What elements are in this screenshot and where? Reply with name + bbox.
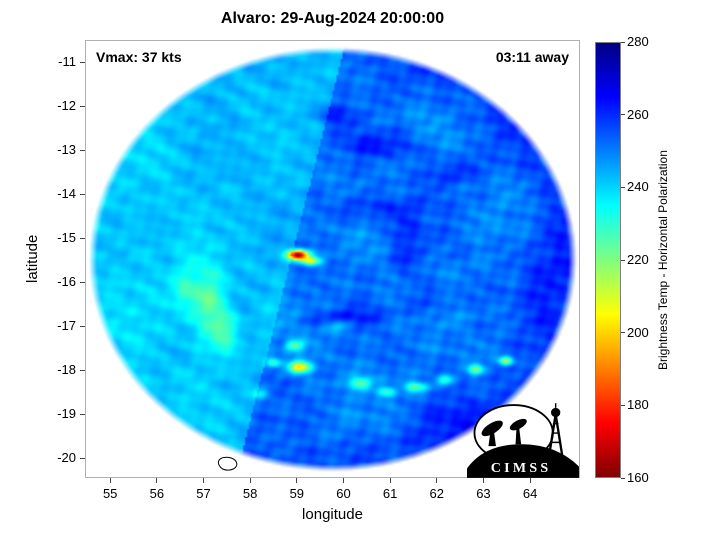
colorbar-tick-mark	[621, 114, 625, 116]
x-tick-label: 60	[336, 486, 351, 501]
x-tick-mark	[156, 478, 158, 483]
x-tick-label: 57	[196, 486, 211, 501]
y-tick-label: -11	[58, 54, 76, 69]
x-tick-mark	[203, 478, 204, 483]
x-tick-label: 58	[242, 486, 258, 501]
y-tick-label: -12	[57, 98, 76, 114]
x-tick-label: 56	[149, 486, 165, 501]
x-tick-label: 64	[522, 486, 538, 501]
y-tick-label: -13	[57, 142, 76, 158]
x-tick-mark	[436, 478, 438, 483]
x-tick-label: 55	[102, 486, 118, 501]
colorbar-tick-mark	[621, 186, 625, 188]
colorbar-axis-label: Brightness Temp - Horizontal Polarizatio…	[656, 150, 670, 370]
tower-crossbars	[551, 423, 561, 444]
x-tick-label: 63	[476, 486, 491, 501]
x-tick-mark	[296, 478, 298, 483]
x-tick-mark	[249, 478, 251, 483]
satellite-dish-icon	[509, 418, 527, 431]
colorbar-tick-label: 180	[627, 397, 649, 413]
colorbar-tick-label: 220	[627, 252, 649, 267]
x-axis-label: longitude	[302, 506, 363, 523]
cimss-logo: CIMSS	[467, 403, 579, 478]
x-tick-label: 62	[429, 486, 444, 501]
x-tick-label: 59	[289, 486, 305, 501]
colorbar-tick-label: 260	[627, 106, 649, 122]
y-tick-label: -16	[57, 274, 76, 290]
satellite-dish-icon	[481, 420, 503, 437]
x-tick-mark	[342, 478, 344, 483]
y-tick-mark	[80, 325, 85, 327]
colorbar-tick-mark	[621, 404, 625, 406]
logo-hill	[467, 444, 579, 478]
y-tick-mark	[80, 281, 85, 283]
x-tick-mark	[529, 478, 531, 483]
colorbar-tick-label: 160	[627, 470, 649, 485]
colorbar-tick-mark	[621, 332, 625, 334]
plot-area: CIMSS Vmax: 37 kts 03:11 away	[85, 40, 580, 478]
y-tick-label: -18	[57, 362, 76, 378]
colorbar-tick-label: 240	[627, 179, 649, 195]
satellite-swath-image	[86, 41, 579, 477]
y-tick-label: -20	[57, 450, 76, 466]
colorbar	[595, 42, 621, 478]
y-tick-mark	[80, 149, 85, 151]
y-tick-mark	[80, 105, 85, 107]
y-tick-label: -17	[57, 318, 76, 334]
colorbar-tick-label: 280	[627, 34, 649, 49]
y-tick-label: -15	[57, 230, 76, 246]
x-tick-mark	[109, 478, 111, 483]
colorbar-tick-mark	[621, 259, 625, 261]
y-tick-mark	[80, 237, 85, 239]
chart-title: Alvaro: 29-Aug-2024 20:00:00	[220, 10, 445, 27]
vmax-annotation: Vmax: 37 kts	[96, 49, 182, 65]
x-tick-mark	[482, 478, 484, 483]
y-tick-label: -19	[57, 406, 76, 422]
y-tick-mark	[80, 369, 85, 371]
y-tick-label: -14	[57, 186, 76, 202]
y-tick-mark	[80, 413, 85, 415]
y-tick-mark	[80, 61, 85, 63]
y-tick-mark	[80, 457, 85, 459]
island-coastline-icon	[217, 456, 238, 471]
colorbar-tick-mark	[621, 41, 625, 43]
time-away-annotation: 03:11 away	[495, 49, 569, 65]
colorbar-tick-label: 200	[627, 324, 649, 340]
tower-dome-icon	[551, 407, 561, 418]
cimss-logo-text: CIMSS	[491, 461, 552, 476]
colorbar-tick-mark	[621, 477, 625, 479]
x-tick-label: 61	[382, 486, 398, 501]
x-tick-mark	[389, 478, 391, 483]
y-tick-mark	[80, 193, 85, 195]
